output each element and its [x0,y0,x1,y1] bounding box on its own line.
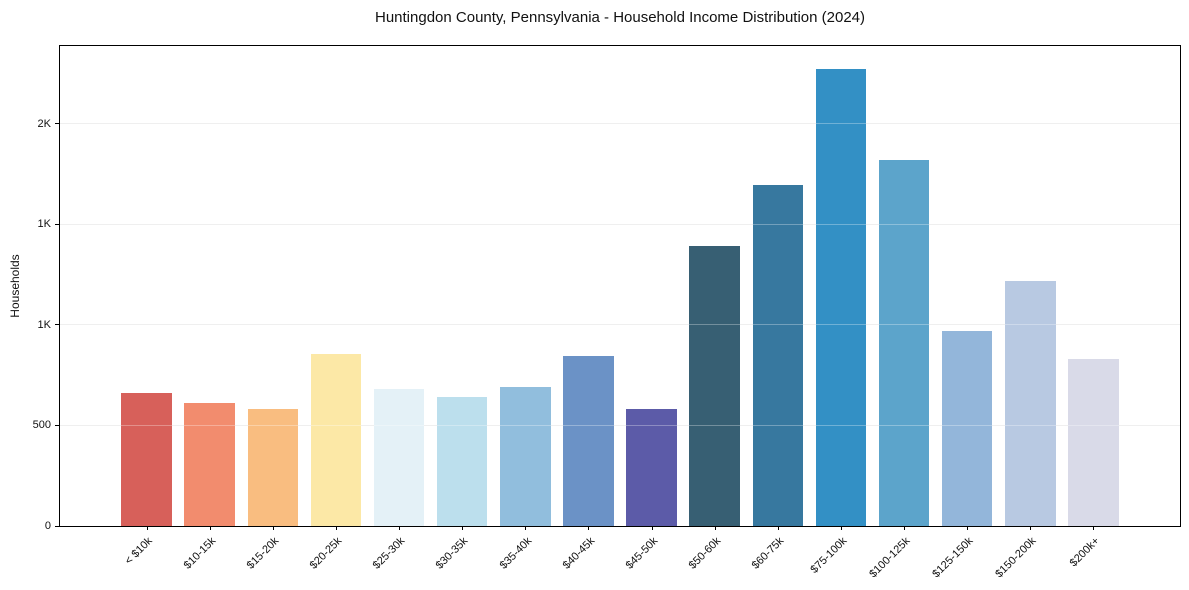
x-tick-label: $15-20k [244,535,282,572]
bar-slot: $50-60k [683,46,746,572]
x-tick-label: $150-200k [993,535,1039,581]
x-tick [462,526,464,530]
y-tick-label: 500 [32,419,51,432]
x-tick-label: $125-150k [930,535,976,581]
x-tick-label: $25-30k [370,535,408,572]
bar-slot: $150-200k [994,46,1062,580]
gridline-overlay [60,324,1180,326]
bar-slot: $30-35k [431,46,494,572]
gridline-overlay [60,223,1180,225]
x-tick [651,526,653,530]
x-tick-label: $30-35k [434,535,471,572]
bar [373,388,425,526]
x-tick-label: $75-100k [808,535,850,576]
x-tick-label: $45-50k [623,535,661,572]
x-tick [714,526,716,530]
bar-slot: $60-75k [746,46,809,572]
x-tick [399,526,401,530]
gridline [60,223,1180,225]
bar [310,354,362,526]
bar-slot: < $10k [115,46,178,567]
bar-slot: $100-125k [867,46,936,580]
x-tick [209,526,211,530]
x-tick [1030,526,1032,530]
y-tick [55,424,59,426]
bar-slot: $10-15k [178,46,241,572]
plot-area: < $10k $10-15k $15-20k $20-25k $25-30k $30-35… [33,45,1181,580]
bar-slot: $75-100k [808,46,872,576]
bar-slot: $200k+ [1062,46,1125,569]
y-tick-label: 1K [37,318,51,331]
gridline [60,424,1180,426]
bar [752,185,804,526]
bars-container: < $10k $10-15k $15-20k $20-25k $25-30k $30-35… [60,46,1180,580]
x-tick-label: $100-125k [867,535,913,581]
bar-slot: $45-50k [620,46,683,572]
y-tick-label: 2K [37,117,51,130]
bar [1005,280,1056,526]
gridline-overlay [60,424,1180,426]
y-tick [55,324,59,326]
x-tick [840,526,842,530]
x-tick-label: < $10k [122,535,156,568]
bar [563,356,614,526]
bar-slot: $15-20k [241,46,304,572]
x-tick [1093,526,1095,530]
y-tick [55,223,59,225]
y-tick-label: 1K [37,218,51,231]
x-tick-label: $20-25k [307,535,345,572]
bar [500,386,551,526]
y-tick [55,525,59,527]
bar [184,402,235,526]
x-tick-label: $35-40k [497,535,534,572]
y-axis-label: Households [8,254,22,318]
x-tick-label: $200k+ [1067,535,1102,570]
bar [247,409,299,526]
bar [878,159,930,526]
gridline [60,123,1180,125]
x-tick [904,526,906,530]
x-tick [272,526,274,530]
x-tick [335,526,337,530]
x-tick-label: $10-15k [181,535,219,572]
gridline [60,324,1180,326]
x-tick [146,526,148,530]
x-tick [777,526,779,530]
y-tick-label: 0 [44,520,51,532]
x-tick-label: $60-75k [749,535,787,572]
bar [626,409,677,526]
bar-slot: $40-45k [557,46,620,572]
bar-slot: $20-25k [304,46,367,572]
y-tick [55,123,59,125]
bar [815,68,867,526]
bar-slot: $25-30k [368,46,431,572]
x-tick [588,526,590,530]
bar [121,393,172,526]
x-tick [525,526,527,530]
x-tick-label: $40-45k [560,535,597,572]
x-tick [967,526,969,530]
chart-title: Huntingdon County, Pennsylvania - Househ… [375,9,865,26]
gridline-overlay [60,123,1180,125]
bar-slot: $35-40k [494,46,557,572]
bar [941,331,993,526]
bar [436,397,488,526]
x-tick-label: $50-60k [686,535,724,572]
bar-slot: $125-150k [930,46,999,580]
bar [689,246,740,526]
bar [1068,359,1119,526]
